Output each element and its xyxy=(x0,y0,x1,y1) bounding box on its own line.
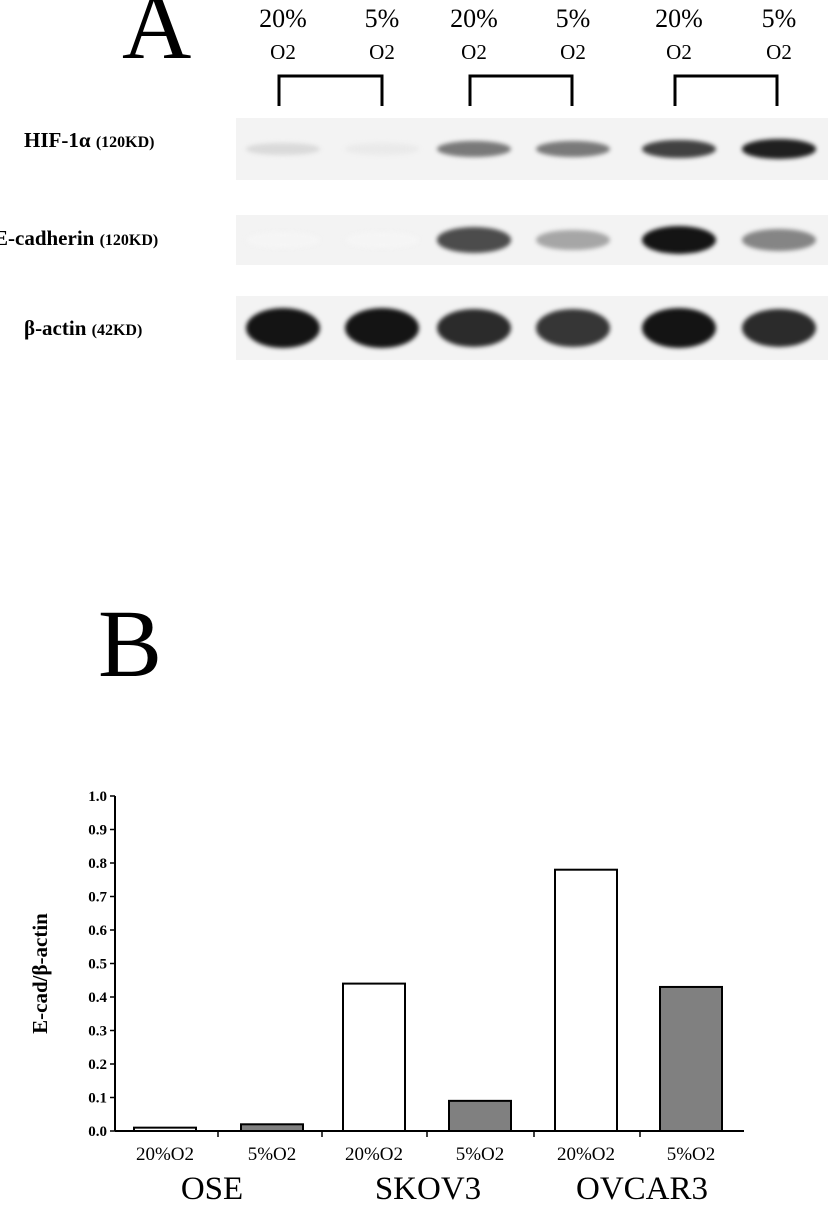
blot-band xyxy=(246,142,320,156)
blot-band xyxy=(742,228,816,252)
blot-band xyxy=(345,231,419,249)
condition-pct: 5% xyxy=(364,4,400,33)
y-tick-label: 0.6 xyxy=(88,923,107,939)
y-tick-label: 0.4 xyxy=(88,990,107,1006)
condition-o2: O2 xyxy=(560,40,586,64)
blot-band xyxy=(642,139,716,159)
panel-b-letter: B xyxy=(98,590,163,697)
x-tick-label: 20%O2 xyxy=(557,1144,615,1165)
condition-pct: 20% xyxy=(450,4,498,33)
x-tick-label: 20%O2 xyxy=(345,1144,403,1165)
blot-label: β-actin (42KD) xyxy=(24,316,142,341)
y-axis-label: E-cad/β-actin xyxy=(28,913,52,1034)
x-tick-label: 5%O2 xyxy=(248,1144,297,1165)
panel-a-letter: A xyxy=(122,0,192,79)
blot-band xyxy=(437,140,511,158)
blot-band xyxy=(536,140,610,158)
y-tick-label: 0.0 xyxy=(88,1124,107,1140)
condition-o2: O2 xyxy=(461,40,487,64)
y-tick-label: 0.7 xyxy=(88,890,107,906)
x-tick-label: 20%O2 xyxy=(136,1144,194,1165)
condition-o2: O2 xyxy=(270,40,296,64)
molecular-weight: (120KD) xyxy=(99,232,159,249)
condition-o2: O2 xyxy=(666,40,692,64)
group-label: SKOV3 xyxy=(375,1171,481,1206)
bracket-ose xyxy=(277,74,384,106)
blot-strip xyxy=(236,118,828,180)
y-tick-label: 0.2 xyxy=(88,1057,107,1073)
blot-band xyxy=(246,308,320,348)
y-tick-label: 0.3 xyxy=(88,1024,107,1040)
blot-band xyxy=(345,308,419,348)
condition-pct: 20% xyxy=(259,4,307,33)
y-tick-label: 1.0 xyxy=(88,789,107,805)
blot-band xyxy=(246,231,320,249)
bracket-ovcar3 xyxy=(673,74,779,106)
blot-band xyxy=(742,139,816,159)
blot-band xyxy=(345,142,419,156)
blot-band xyxy=(437,227,511,253)
condition-o2: O2 xyxy=(369,40,395,64)
y-tick-label: 0.5 xyxy=(88,957,107,973)
blot-band xyxy=(536,309,610,347)
molecular-weight: (120KD) xyxy=(95,134,155,151)
bar-chart: 0.0 0.1 0.2 0.3 0.4 0.5 0.6 0.7 0.8 0.9 1.0 E-cad/β… xyxy=(28,789,744,1206)
blot-band xyxy=(437,308,511,348)
blot-band xyxy=(642,226,716,254)
condition-pct: 20% xyxy=(655,4,703,33)
x-tick-label: 5%O2 xyxy=(456,1144,505,1165)
blot-label: HIF-1α (120KD) xyxy=(24,128,154,153)
protein-name: β-actin xyxy=(24,316,92,340)
blot-band xyxy=(536,229,610,251)
x-tick-label: 5%O2 xyxy=(667,1144,716,1165)
blot-strip xyxy=(236,215,828,265)
blot-strip xyxy=(236,296,828,360)
protein-name: E-cadherin xyxy=(0,226,100,250)
bar xyxy=(133,1126,197,1132)
group-label: OVCAR3 xyxy=(576,1171,708,1206)
group-brackets xyxy=(277,74,779,106)
y-tick-label: 0.1 xyxy=(88,1091,107,1107)
blot-band xyxy=(742,308,816,348)
condition-o2: O2 xyxy=(766,40,792,64)
bar xyxy=(240,1123,304,1132)
condition-pct: 5% xyxy=(761,4,797,33)
condition-pct: 5% xyxy=(555,4,591,33)
group-label: OSE xyxy=(181,1171,243,1206)
bar xyxy=(448,1099,512,1133)
blot-band xyxy=(642,308,716,348)
bar xyxy=(342,982,406,1132)
bar xyxy=(554,868,618,1132)
bar xyxy=(659,985,723,1132)
blot-label: E-cadherin (120KD) xyxy=(0,226,158,251)
y-tick-label: 0.8 xyxy=(88,856,107,872)
bracket-skov3 xyxy=(468,74,574,106)
molecular-weight: (42KD) xyxy=(91,322,143,339)
protein-name: HIF-1α xyxy=(24,128,96,152)
y-tick-label: 0.9 xyxy=(88,823,107,839)
